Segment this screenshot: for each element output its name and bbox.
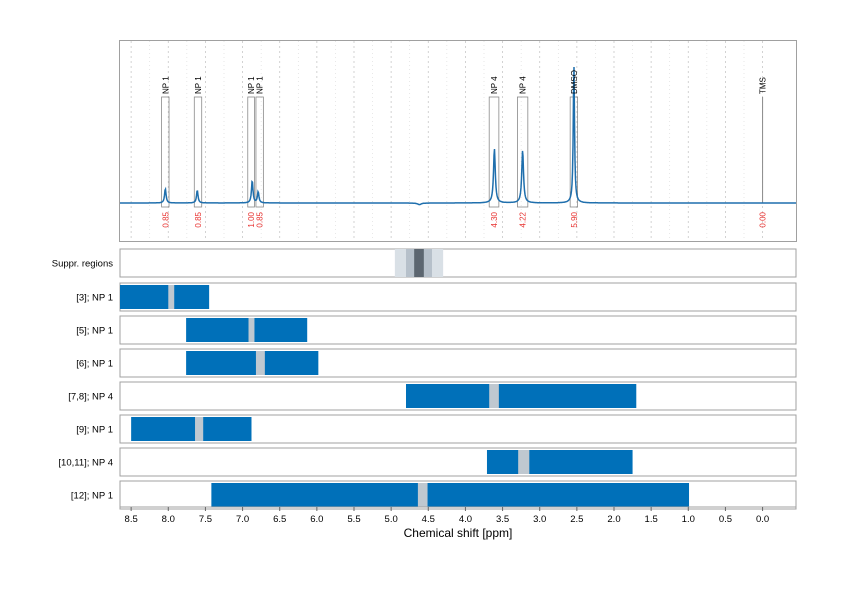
x-tick-label: 4.5 — [422, 514, 435, 525]
row-label: [9]; NP 1 — [76, 425, 113, 436]
row-frame — [119, 447, 797, 477]
spectrum-line — [120, 66, 796, 206]
x-tick-label: 0.0 — [756, 514, 769, 525]
region-gap — [168, 285, 175, 309]
x-axis-label: Chemical shift [ppm] — [404, 526, 513, 540]
annotation-label: NP 4 — [490, 76, 499, 94]
x-tick-label: 8.5 — [125, 514, 138, 525]
region-row: [12]; NP 1 — [71, 480, 797, 510]
region-row: [9]; NP 1 — [76, 414, 797, 444]
region-gap — [195, 417, 204, 441]
x-tick-label: 2.0 — [607, 514, 620, 525]
spectrum-panel — [119, 40, 797, 242]
x-tick-label: 8.0 — [162, 514, 175, 525]
x-tick-label: 6.5 — [273, 514, 286, 525]
row-label: [7,8]; NP 4 — [68, 392, 113, 403]
integral-values: 0.85 0.85 1.00 0.85 4.30 4.22 5.90 0.00 — [161, 211, 767, 227]
x-axis: 8.5 8.0 7.5 7.0 6.5 6.0 5.5 5.0 4.5 4.0 3.5 3.0 2.5 2… — [120, 506, 796, 525]
region-gap — [518, 450, 530, 474]
annotation-label: NP 1 — [194, 76, 203, 94]
x-tick-label: 4.0 — [459, 514, 472, 525]
annotation-box — [161, 96, 170, 208]
annotation-label: NP 1 — [247, 76, 256, 94]
x-tick-label: 2.5 — [570, 514, 583, 525]
region-rows: [3]; NP 1 [5]; NP 1 [6]; NP 1 [7,8]; NP 4 [9… — [58, 282, 797, 510]
region-gap — [489, 384, 499, 408]
region-bar — [406, 384, 637, 408]
integral-value: 5.90 — [570, 211, 579, 227]
row-label: [5]; NP 1 — [76, 326, 113, 337]
annotation-label: DMSO — [570, 70, 579, 94]
annotation-label: NP 4 — [519, 76, 528, 94]
region-gap — [417, 483, 428, 507]
annotation-box — [488, 96, 500, 208]
suppressed-region-inner — [414, 249, 424, 277]
annotation-box — [247, 96, 255, 208]
integral-value: 1.00 — [247, 211, 256, 227]
region-gap — [248, 318, 255, 342]
grid-lines — [130, 41, 763, 241]
region-row: [3]; NP 1 — [76, 282, 797, 312]
annotation-labels: NP 1 NP 1 NP 1 NP 1 NP 4 NP 4 DMSO TMS — [161, 70, 767, 94]
region-row: [5]; NP 1 — [76, 315, 797, 345]
region-row: [10,11]; NP 4 — [58, 447, 797, 477]
integral-value: 4.22 — [519, 211, 528, 227]
x-tick-label: 7.5 — [199, 514, 212, 525]
row-label: [3]; NP 1 — [76, 293, 113, 304]
region-bar — [486, 450, 633, 474]
integral-value: 0.85 — [194, 211, 203, 227]
x-tick-label: 1.5 — [645, 514, 658, 525]
x-tick-label: 0.5 — [719, 514, 732, 525]
region-bar — [186, 318, 308, 342]
x-tick-label: 3.5 — [496, 514, 509, 525]
x-tick-label: 1.0 — [682, 514, 695, 525]
integral-value: 0.00 — [759, 211, 768, 227]
region-bar — [131, 417, 252, 441]
row-frame — [119, 282, 797, 312]
annotation-label: NP 1 — [256, 76, 265, 94]
row-label: Suppr. regions — [52, 259, 114, 270]
annotation-label: NP 1 — [161, 76, 170, 94]
row-label: [12]; NP 1 — [71, 491, 113, 502]
annotation-box — [193, 96, 203, 208]
integral-value: 0.85 — [256, 211, 265, 227]
region-row: [7,8]; NP 4 — [68, 381, 797, 411]
annotation-box — [255, 96, 264, 208]
x-tick-label: 6.0 — [310, 514, 323, 525]
x-tick-label: 3.0 — [533, 514, 546, 525]
row-label: [6]; NP 1 — [76, 359, 113, 370]
integral-value: 0.85 — [161, 211, 170, 227]
region-gap — [255, 351, 265, 375]
row-label: [10,11]; NP 4 — [58, 458, 113, 469]
region-row: [6]; NP 1 — [76, 348, 797, 378]
row-frame — [119, 248, 797, 278]
integral-value: 4.30 — [490, 211, 499, 227]
x-tick-label: 7.0 — [236, 514, 249, 525]
suppressed-regions-row: Suppr. regions — [52, 248, 797, 278]
region-bar — [120, 285, 210, 309]
x-tick-label: 5.5 — [347, 514, 360, 525]
region-bar — [211, 483, 690, 507]
region-bar — [186, 351, 319, 375]
x-tick-label: 5.0 — [385, 514, 398, 525]
annotation-box — [517, 96, 529, 208]
annotation-label: TMS — [759, 77, 768, 94]
